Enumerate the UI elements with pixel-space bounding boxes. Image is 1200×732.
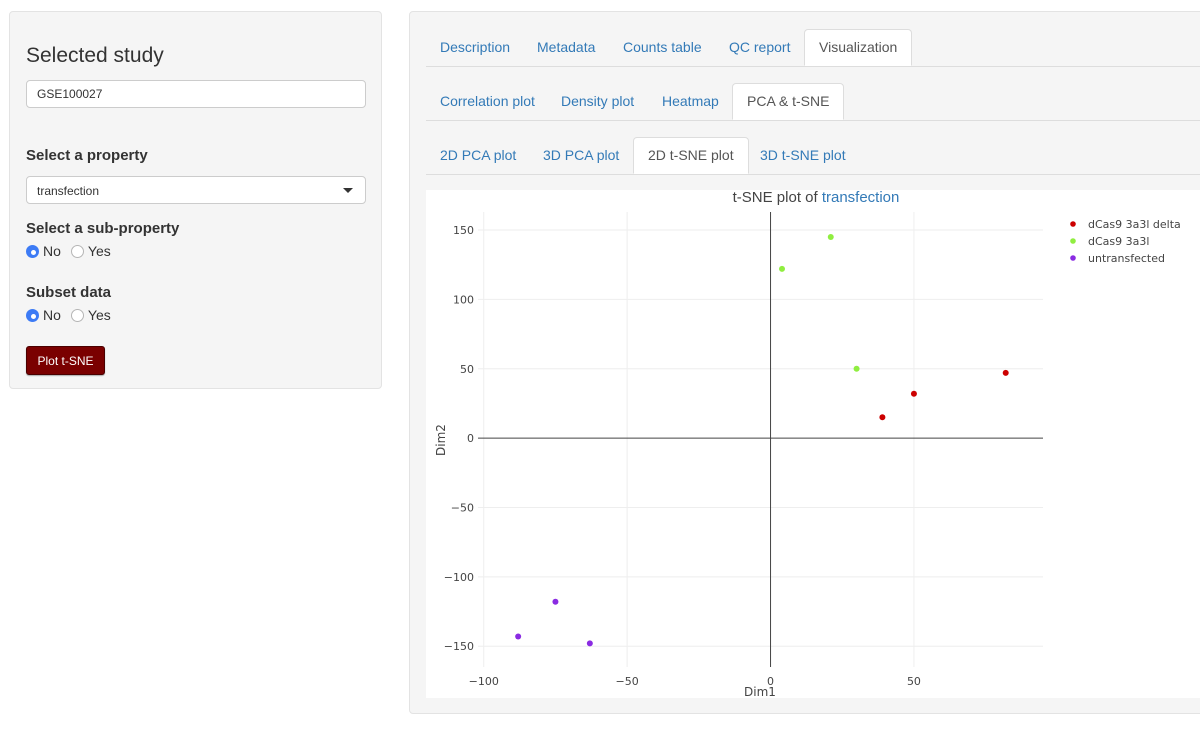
legend-entry[interactable]: dCas9 3a3l xyxy=(1088,235,1149,248)
tabs-level2: Correlation plot Density plot Heatmap PC… xyxy=(426,83,1200,121)
subproperty-label: Select a sub-property xyxy=(26,220,180,237)
x-tick-label: −50 xyxy=(616,675,639,688)
subset-radio-group: No Yes xyxy=(26,306,121,324)
tab-visualization[interactable]: Visualization xyxy=(804,29,913,66)
tab-qc-report[interactable]: QC report xyxy=(729,39,791,55)
data-point[interactable] xyxy=(586,640,593,647)
data-point[interactable] xyxy=(910,390,917,397)
x-tick-label: 0 xyxy=(767,675,774,688)
tsne-scatter-chart[interactable]: t-SNE plot of transfection −100 −50 0 50 −15… xyxy=(426,190,1200,698)
tsne-plot-area[interactable]: t-SNE plot of transfection −100 −50 0 50 −15… xyxy=(426,190,1200,698)
chart-title: t-SNE plot of transfection xyxy=(733,190,900,206)
subset-radio-no[interactable]: No xyxy=(26,307,61,323)
tab-3d-pca-plot[interactable]: 3D PCA plot xyxy=(543,147,620,163)
subproperty-radio-group: No Yes xyxy=(26,242,121,260)
y-tick-label: −50 xyxy=(451,501,474,514)
tabs-level1: Description Metadata Counts table QC rep… xyxy=(426,29,1200,67)
data-points[interactable] xyxy=(515,233,1009,647)
subset-radio-yes[interactable]: Yes xyxy=(70,307,111,323)
legend-marker[interactable] xyxy=(1070,221,1076,227)
x-tick-label: 50 xyxy=(907,675,921,688)
subset-radio-no-label: No xyxy=(43,307,61,323)
data-point[interactable] xyxy=(1002,369,1009,376)
zero-axes xyxy=(478,212,1043,667)
tab-density-plot[interactable]: Density plot xyxy=(561,93,635,109)
y-tick-label: −100 xyxy=(444,571,474,584)
subset-radio-yes-label: Yes xyxy=(87,307,111,323)
y-tick-label: 150 xyxy=(453,224,474,237)
plot-tsne-button[interactable]: Plot t-SNE xyxy=(26,346,105,375)
subproperty-radio-no[interactable]: No xyxy=(26,243,61,259)
radio-unchecked-icon[interactable] xyxy=(70,308,84,322)
main-panel: Description Metadata Counts table QC rep… xyxy=(409,11,1200,714)
radio-checked-icon[interactable] xyxy=(26,308,39,322)
chart-title-highlight: transfection xyxy=(822,190,900,206)
y-tick-label: 100 xyxy=(453,293,474,306)
tab-correlation-plot[interactable]: Correlation plot xyxy=(440,93,535,109)
property-select[interactable]: transfection xyxy=(26,176,366,204)
x-tick-label: −100 xyxy=(469,675,499,688)
study-input[interactable] xyxy=(26,80,366,108)
subproperty-radio-yes[interactable]: Yes xyxy=(70,243,111,259)
radio-unchecked-icon[interactable] xyxy=(70,244,84,258)
tab-heatmap[interactable]: Heatmap xyxy=(662,93,719,109)
radio-checked-icon[interactable] xyxy=(26,244,39,258)
data-point[interactable] xyxy=(552,598,559,605)
y-tick-label: −150 xyxy=(444,640,474,653)
legend-marker[interactable] xyxy=(1070,238,1076,244)
chart-title-prefix: t-SNE plot of xyxy=(733,190,822,206)
y-axis-title: Dim2 xyxy=(434,424,448,456)
tabs-level3: 2D PCA plot 3D PCA plot 2D t-SNE plot 3D… xyxy=(426,137,1200,175)
data-point[interactable] xyxy=(879,414,886,421)
legend-entry[interactable]: dCas9 3a3l delta xyxy=(1088,218,1181,231)
tab-2d-tsne-plot[interactable]: 2D t-SNE plot xyxy=(633,137,749,174)
chevron-down-icon xyxy=(343,188,353,193)
tab-counts-table[interactable]: Counts table xyxy=(623,39,702,55)
sidebar-title: Selected study xyxy=(26,44,164,67)
property-select-value: transfection xyxy=(37,184,100,198)
tab-metadata[interactable]: Metadata xyxy=(537,39,596,55)
data-point[interactable] xyxy=(515,633,522,640)
tick-labels: −100 −50 0 50 −150 −100 −50 0 50 100 150 xyxy=(444,224,921,688)
subproperty-radio-yes-label: Yes xyxy=(87,243,111,259)
data-point[interactable] xyxy=(779,265,786,272)
legend-entry[interactable]: untransfected xyxy=(1088,252,1165,265)
subproperty-radio-no-label: No xyxy=(43,243,61,259)
y-tick-label: 50 xyxy=(460,363,474,376)
tab-description[interactable]: Description xyxy=(440,39,511,55)
tab-2d-pca-plot[interactable]: 2D PCA plot xyxy=(440,147,517,163)
x-axis-title: Dim1 xyxy=(744,685,776,698)
chart-legend[interactable]: dCas9 3a3l delta dCas9 3a3l untransfected xyxy=(1070,218,1181,265)
property-label: Select a property xyxy=(26,147,148,164)
data-point[interactable] xyxy=(853,365,860,372)
sidebar-panel: Selected study Select a property transfe… xyxy=(9,11,382,389)
legend-marker[interactable] xyxy=(1070,255,1076,261)
tab-pca-tsne[interactable]: PCA & t-SNE xyxy=(732,83,845,120)
subset-label: Subset data xyxy=(26,284,112,301)
tab-3d-tsne-plot[interactable]: 3D t-SNE plot xyxy=(760,147,846,163)
grid-lines xyxy=(478,212,1043,667)
data-point[interactable] xyxy=(827,233,834,240)
y-tick-label: 0 xyxy=(467,432,474,445)
